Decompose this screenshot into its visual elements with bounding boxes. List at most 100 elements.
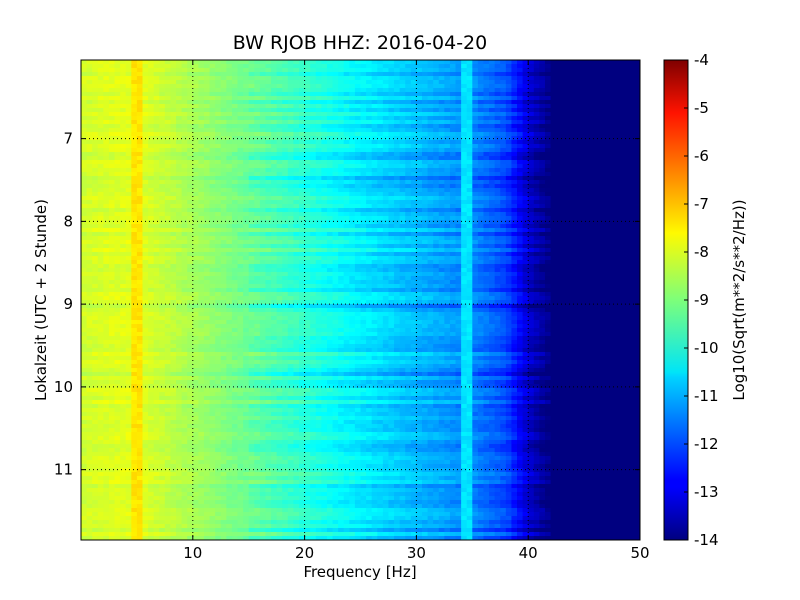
heatmap-cell <box>494 204 501 209</box>
heatmap-cell <box>371 60 378 65</box>
heatmap-cell <box>321 240 328 245</box>
heatmap-cell <box>343 116 350 121</box>
heatmap-cell <box>181 124 188 129</box>
heatmap-cell <box>517 232 524 237</box>
heatmap-cell <box>226 252 233 257</box>
heatmap-cell <box>181 116 188 121</box>
heatmap-cell <box>505 128 513 133</box>
heatmap-cell <box>215 84 222 89</box>
heatmap-cell <box>108 252 116 257</box>
heatmap-cell <box>248 88 255 93</box>
heatmap-cell <box>131 168 138 173</box>
heatmap-cell <box>511 152 518 157</box>
heatmap-cell <box>539 140 546 145</box>
heatmap-cell <box>153 72 160 77</box>
heatmap-cell <box>265 116 272 121</box>
heatmap-cell <box>259 72 267 77</box>
heatmap-cell <box>438 112 445 117</box>
heatmap-cell <box>572 176 580 181</box>
heatmap-cell <box>315 212 322 217</box>
heatmap-cell <box>164 60 172 65</box>
heatmap-cell <box>399 232 406 237</box>
heatmap-cell <box>595 76 602 81</box>
heatmap-cell <box>176 68 183 73</box>
heatmap-cell <box>494 180 501 185</box>
heatmap-cell <box>550 244 557 249</box>
heatmap-cell <box>517 248 524 253</box>
heatmap-cell <box>517 172 524 177</box>
heatmap-cell <box>187 220 194 225</box>
heatmap-cell <box>455 136 462 141</box>
heatmap-cell <box>500 184 507 189</box>
heatmap-cell <box>349 232 356 237</box>
heatmap-cell <box>209 160 216 165</box>
heatmap-cell <box>483 76 490 81</box>
heatmap-cell <box>203 64 211 69</box>
heatmap-cell <box>634 168 640 173</box>
heatmap-cell <box>108 104 116 109</box>
heatmap-cell <box>466 232 473 237</box>
heatmap-cell <box>321 160 328 165</box>
heatmap-cell <box>282 216 289 221</box>
heatmap-cell <box>86 172 93 177</box>
heatmap-cell <box>243 212 250 217</box>
heatmap-cell <box>92 64 99 69</box>
heatmap-cell <box>567 244 574 249</box>
heatmap-cell <box>254 240 261 245</box>
heatmap-cell <box>86 128 93 133</box>
heatmap-cell <box>561 108 568 113</box>
heatmap-cell <box>86 188 93 193</box>
heatmap-cell <box>287 232 295 237</box>
heatmap-cell <box>623 168 630 173</box>
heatmap-cell <box>628 104 636 109</box>
heatmap-cell <box>271 132 278 137</box>
heatmap-cell <box>170 140 177 145</box>
heatmap-cell <box>377 220 384 225</box>
heatmap-cell <box>321 108 328 113</box>
heatmap-cell <box>595 128 602 133</box>
heatmap-cell <box>511 224 518 229</box>
heatmap-cell <box>600 252 608 257</box>
heatmap-cell <box>561 196 568 201</box>
heatmap-cell <box>455 228 462 233</box>
heatmap-cell <box>410 184 417 189</box>
heatmap-cell <box>215 108 222 113</box>
heatmap-cell <box>192 136 199 141</box>
heatmap-cell <box>617 192 624 197</box>
heatmap-cell <box>567 68 574 73</box>
heatmap-cell <box>287 84 295 89</box>
heatmap-cell <box>377 68 384 73</box>
heatmap-cell <box>148 236 155 241</box>
heatmap-cell <box>444 112 451 117</box>
heatmap-cell <box>159 216 166 221</box>
heatmap-cell <box>561 168 568 173</box>
heatmap-cell <box>215 216 222 221</box>
heatmap-cell <box>477 120 485 125</box>
heatmap-cell <box>405 84 412 89</box>
heatmap-cell <box>148 204 155 209</box>
heatmap-cell <box>371 164 378 169</box>
heatmap-cell <box>321 208 328 213</box>
heatmap-cell <box>136 196 144 201</box>
heatmap-cell <box>120 204 127 209</box>
heatmap-cell <box>209 192 216 197</box>
heatmap-cell <box>371 96 378 101</box>
heatmap-cell <box>282 248 289 253</box>
heatmap-cell <box>394 68 401 73</box>
heatmap-cell <box>192 116 199 121</box>
heatmap-cell <box>299 100 306 105</box>
heatmap-cell <box>343 72 350 77</box>
heatmap-cell <box>505 112 513 117</box>
heatmap-cell <box>494 140 501 145</box>
heatmap-cell <box>444 184 451 189</box>
heatmap-cell <box>366 124 373 129</box>
heatmap-cell <box>500 92 507 97</box>
heatmap-cell <box>600 228 608 233</box>
heatmap-cell <box>410 212 417 217</box>
heatmap-cell <box>438 96 445 101</box>
heatmap-cell <box>584 204 591 209</box>
heatmap-cell <box>550 124 557 129</box>
heatmap-cell <box>220 136 227 141</box>
heatmap-cell <box>315 156 322 161</box>
heatmap-cell <box>332 88 339 93</box>
